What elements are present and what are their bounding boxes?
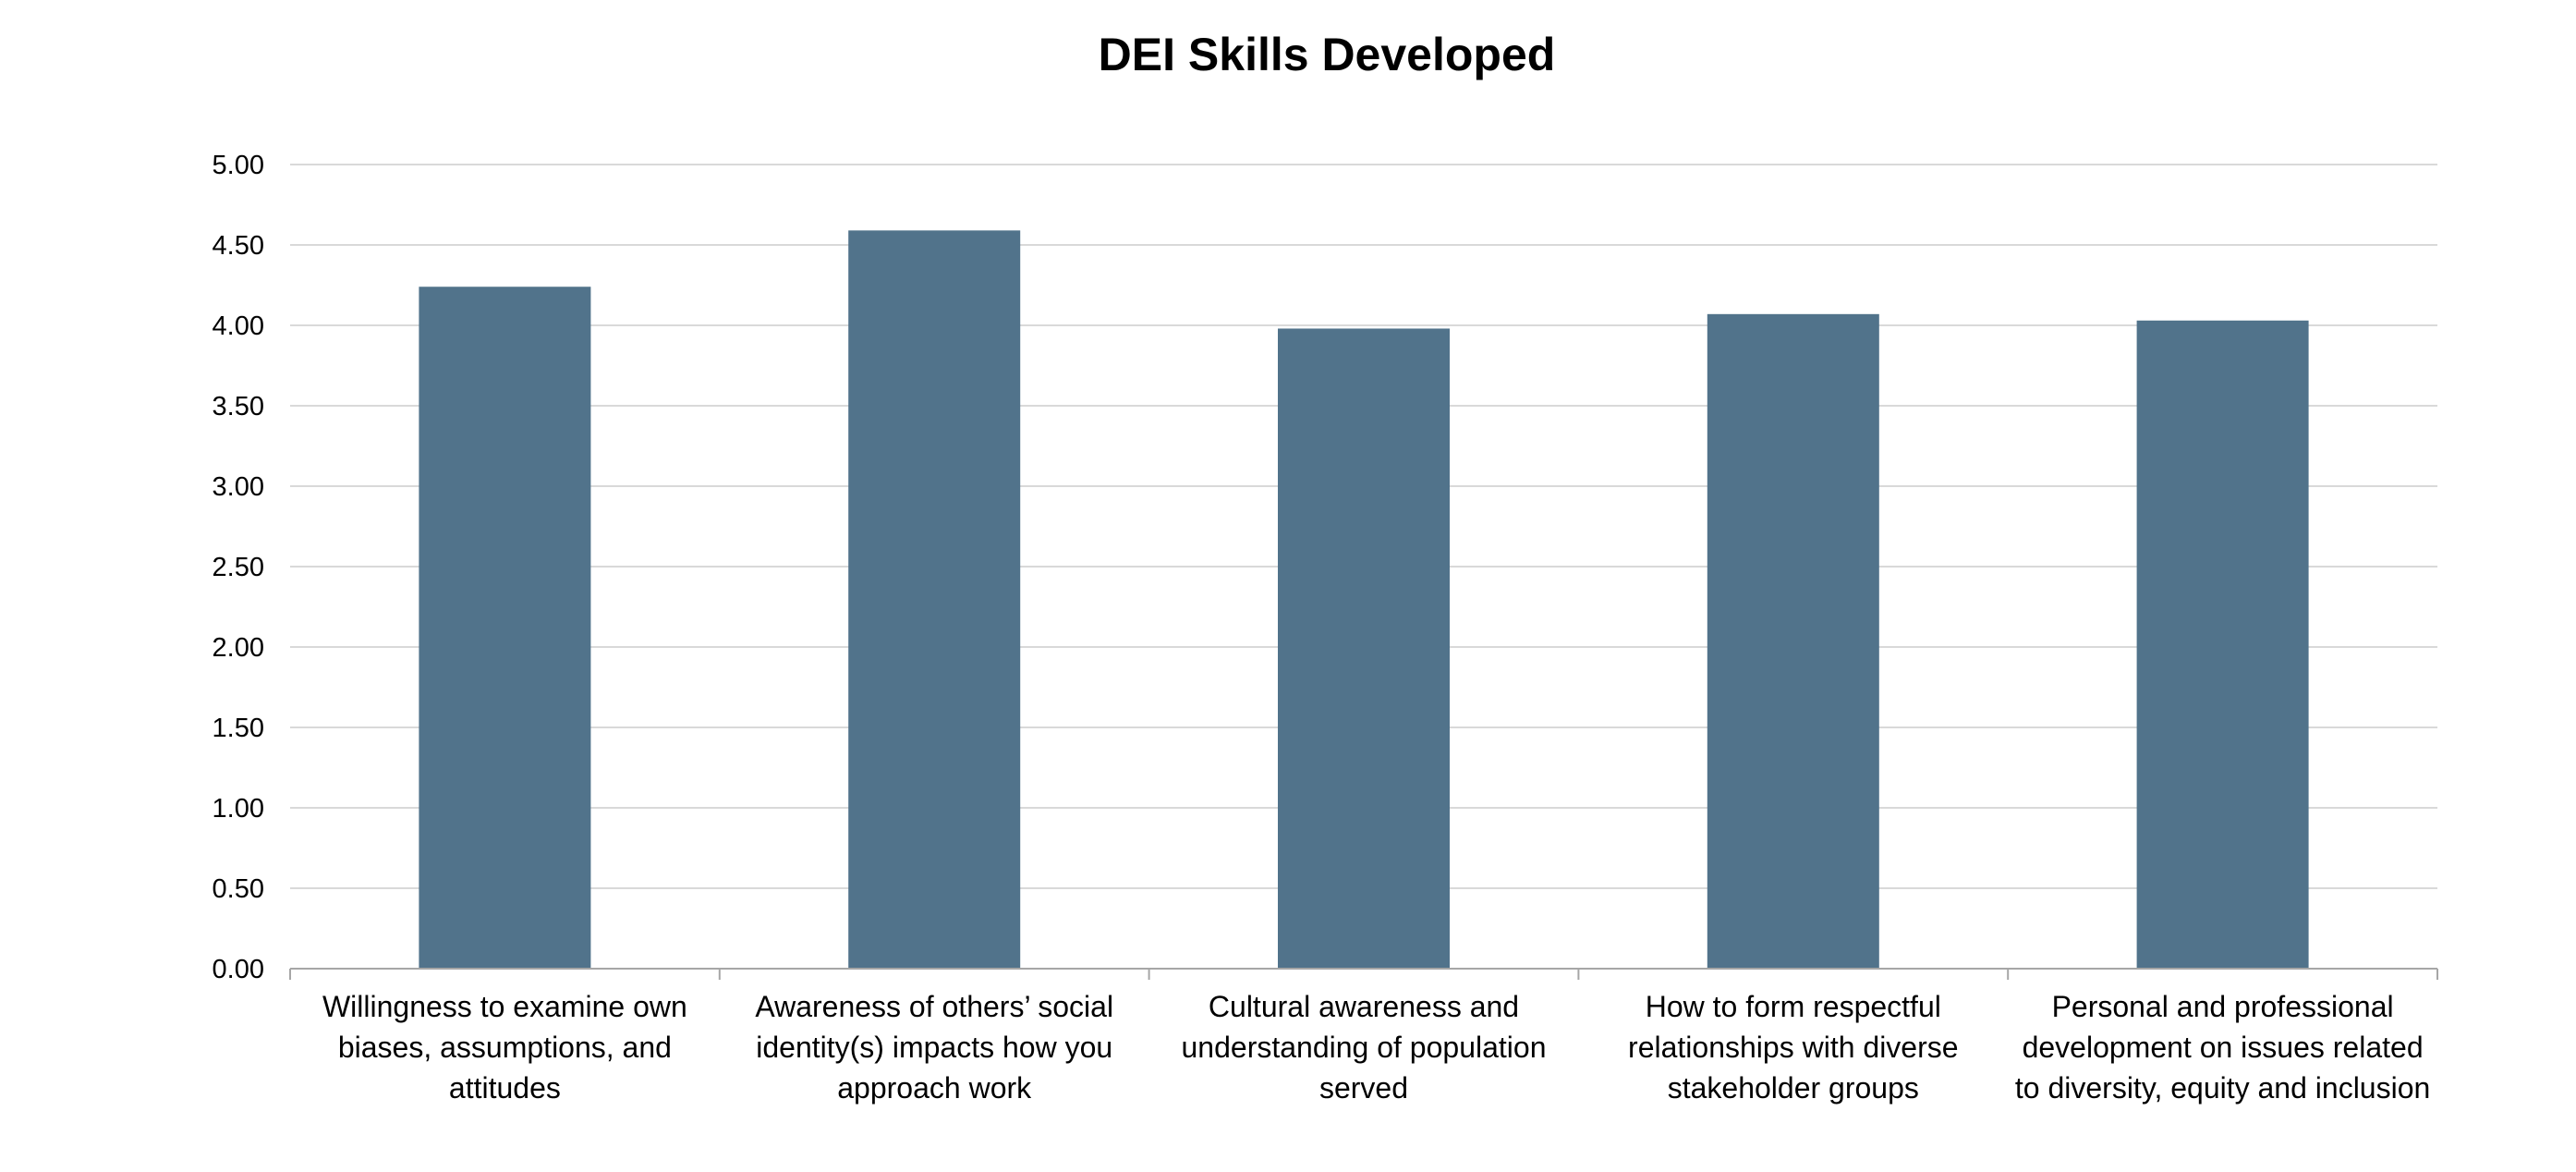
bar [2136, 320, 2309, 969]
y-axis-tick-labels: 0.00 0.50 1.00 1.50 2.00 2.50 3.00 3.50 4.00 4.50… [213, 151, 264, 984]
x-axis-category-labels: Willingness to examine own biases, assump… [322, 990, 2430, 1105]
y-tick-label: 4.50 [213, 231, 264, 261]
x-axis [289, 968, 2438, 980]
y-tick-label: 3.00 [213, 472, 264, 502]
y-tick-label: 0.50 [213, 874, 264, 904]
bar [848, 230, 1021, 970]
y-tick-label: 3.50 [213, 392, 264, 421]
x-category-label: Willingness to examine own biases, assump… [322, 990, 687, 1105]
y-tick-label: 0.00 [213, 955, 264, 984]
bar [419, 287, 591, 969]
bars [419, 230, 2309, 970]
bar [1707, 313, 1879, 969]
chart-title: DEI Skills Developed [1099, 29, 1556, 80]
y-tick-label: 1.00 [213, 794, 264, 824]
y-tick-label: 4.00 [213, 311, 264, 341]
x-category-label: Personal and professional development on … [2015, 990, 2430, 1105]
y-tick-label: 2.00 [213, 633, 264, 663]
y-tick-label: 2.50 [213, 553, 264, 582]
x-category-label: Cultural awareness and understanding of p… [1182, 990, 1547, 1105]
y-tick-label: 1.50 [213, 714, 264, 743]
bar [1278, 328, 1450, 970]
x-category-label: How to form respectful relationships with… [1628, 990, 1959, 1105]
y-tick-label: 5.00 [213, 151, 264, 180]
x-category-label: Awareness of others’ social identity(s) i… [755, 990, 1113, 1105]
